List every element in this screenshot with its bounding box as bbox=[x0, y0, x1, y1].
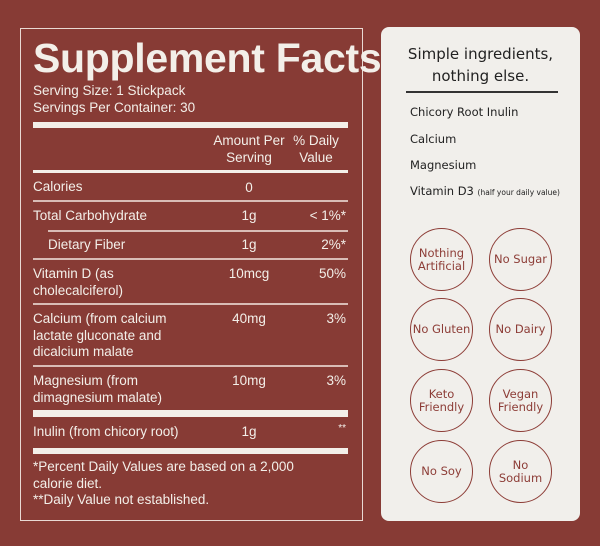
supplement-facts-panel: Supplement Facts Serving Size: 1 Stickpa… bbox=[20, 28, 382, 521]
ingredient-item: Magnesium bbox=[410, 158, 477, 172]
row-dv: 50% bbox=[318, 266, 346, 281]
badge-no-sugar: No Sugar bbox=[489, 228, 552, 291]
badge-no-sodium: No Sodium bbox=[489, 440, 552, 503]
row-dv: < 1%* bbox=[309, 208, 346, 223]
row-amount: 1g bbox=[241, 208, 257, 223]
header-daily-value: % Daily Value bbox=[293, 133, 339, 165]
badge-no-dairy: No Dairy bbox=[489, 298, 552, 361]
thick-divider bbox=[33, 122, 348, 128]
divider bbox=[33, 200, 348, 202]
row-amount: 0 bbox=[245, 180, 253, 195]
badge-keto-friendly: Keto Friendly bbox=[410, 369, 473, 432]
row-name: Total Carbohydrate bbox=[33, 208, 148, 223]
header-amount: Amount Per Serving bbox=[213, 133, 285, 165]
badge-nothing-artificial: Nothing Artificial bbox=[410, 228, 473, 291]
badge-no-soy: No Soy bbox=[410, 440, 473, 503]
footnote-daily-values: *Percent Daily Values are based on a 2,0… bbox=[33, 459, 294, 491]
row-amount: 40mg bbox=[232, 311, 266, 326]
row-name: Calcium (from calcium lactate gluconate … bbox=[33, 311, 167, 359]
divider bbox=[33, 365, 348, 367]
row-amount: 1g bbox=[241, 424, 257, 439]
divider bbox=[33, 303, 348, 305]
thick-divider bbox=[33, 448, 348, 454]
row-name: Inulin (from chicory root) bbox=[33, 424, 179, 439]
row-name: Calories bbox=[33, 179, 83, 194]
serving-size: Serving Size: 1 Stickpack bbox=[33, 83, 186, 98]
ingredient-item: Chicory Root Inulin bbox=[410, 105, 519, 119]
row-amount: 10mcg bbox=[228, 266, 270, 281]
ingredients-heading: Simple ingredients, nothing else. bbox=[407, 45, 554, 85]
facts-title: Supplement Facts bbox=[33, 35, 382, 81]
thick-divider bbox=[33, 410, 348, 417]
row-dv: 3% bbox=[326, 311, 346, 326]
divider bbox=[33, 170, 348, 173]
row-name: Magnesium (from dimagnesium malate) bbox=[33, 373, 163, 405]
row-name: Dietary Fiber bbox=[48, 237, 126, 252]
footnote-not-established: **Daily Value not established. bbox=[33, 492, 210, 507]
row-amount: 10mg bbox=[232, 373, 266, 388]
row-name: Vitamin D (as cholecalciferol) bbox=[33, 266, 124, 298]
divider bbox=[48, 230, 348, 232]
row-dv: 2%* bbox=[321, 237, 346, 252]
ingredients-card: Simple ingredients, nothing else. Chicor… bbox=[381, 27, 580, 521]
divider bbox=[33, 258, 348, 260]
row-dv: ** bbox=[338, 423, 346, 434]
heading-rule bbox=[406, 91, 558, 93]
ingredient-item: Vitamin D3 (half your daily value) bbox=[410, 184, 560, 198]
badge-no-gluten: No Gluten bbox=[410, 298, 473, 361]
badge-vegan-friendly: Vegan Friendly bbox=[489, 369, 552, 432]
servings-per-container: Servings Per Container: 30 bbox=[33, 100, 196, 115]
vitamin-note: (half your daily value) bbox=[477, 188, 560, 197]
ingredient-item: Calcium bbox=[410, 132, 457, 146]
row-amount: 1g bbox=[241, 237, 257, 252]
row-dv: 3% bbox=[326, 373, 346, 388]
